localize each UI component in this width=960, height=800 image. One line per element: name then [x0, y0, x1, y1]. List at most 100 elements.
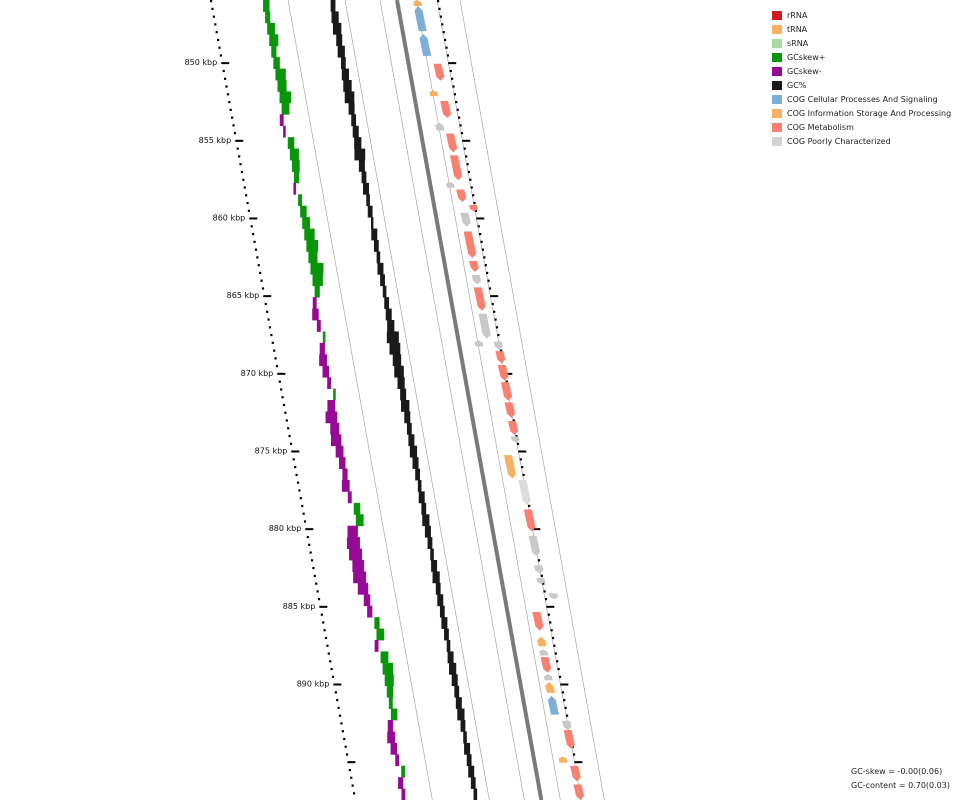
- inner-tick: [298, 489, 301, 492]
- inner-tick: [212, 15, 216, 18]
- inner-tick: [316, 590, 319, 593]
- gc-skew-bar: [335, 445, 344, 458]
- gc-skew-bar: [325, 411, 338, 424]
- gc-content-bar: [408, 434, 415, 447]
- gc-content-bar: [401, 400, 410, 412]
- gc-content-bar: [343, 80, 352, 92]
- inner-tick: [287, 427, 290, 430]
- gene-feature: [510, 436, 520, 443]
- legend-swatch-cog-metabolism: [772, 122, 782, 132]
- position-labels: 850 kbp 855 kbp 860 kbp 865 kbp 870 kbp 875 k…: [185, 58, 330, 688]
- inner-tick: [236, 147, 239, 150]
- gc-content-bar: [431, 560, 438, 572]
- outer-tick: [551, 636, 555, 640]
- gc-content-bar: [382, 285, 387, 298]
- gc-content-bar: [457, 708, 465, 721]
- outer-tick: [537, 559, 541, 562]
- gene-feature: [456, 189, 467, 202]
- inner-tick: [312, 566, 315, 570]
- outer-tick: [565, 714, 569, 717]
- gc-skew-bar: [346, 537, 360, 549]
- gene-feature: [518, 480, 531, 505]
- inner-tick: [239, 163, 242, 166]
- legend-swatch-gcskew-negative: [772, 66, 782, 76]
- gc-content-bar: [451, 674, 458, 687]
- gc-content-bar: [348, 102, 355, 115]
- gc-content-bar: [421, 502, 427, 515]
- gc-content-track: [330, 0, 478, 800]
- gc-skew-bar: [382, 662, 394, 675]
- legend-label-cog-information: COG Information Storage And Processing: [787, 108, 952, 118]
- outer-tick: [540, 574, 543, 577]
- legend-item-trna: tRNA: [772, 22, 951, 36]
- gc-skew-bar: [330, 422, 340, 435]
- legend-label-gcskew-negative: GCskew-: [787, 66, 822, 76]
- gene-feature: [445, 181, 455, 188]
- position-label: 870 kbp: [241, 369, 274, 378]
- gc-skew-bar: [319, 342, 325, 355]
- gene-feature: [471, 274, 482, 285]
- gc-content-bar: [463, 731, 467, 744]
- position-label: 875 kbp: [255, 446, 288, 455]
- gc-content-bar: [437, 594, 444, 607]
- outer-tick: [488, 287, 492, 290]
- gc-skew-bar: [331, 434, 342, 447]
- legend-item-cog-cellular: COG Cellular Processes And Signaling: [772, 92, 951, 106]
- gc-skew-bar: [347, 525, 358, 538]
- gc-content-bar: [366, 194, 370, 207]
- gc-content-bar: [415, 468, 420, 481]
- inner-tick: [315, 582, 318, 585]
- inner-tick: [247, 209, 251, 212]
- outer-tick: [558, 675, 562, 678]
- inner-tick: [245, 194, 248, 197]
- gene-feature: [543, 674, 553, 681]
- outer-tick: [448, 62, 457, 65]
- gc-skew-bar: [342, 468, 348, 481]
- gene-feature: [478, 313, 491, 339]
- inner-tick: [238, 155, 241, 158]
- inner-tick: [284, 411, 287, 414]
- gc-content-bar: [354, 137, 362, 149]
- gc-content-bar: [464, 742, 471, 755]
- inner-tick: [270, 333, 273, 337]
- inner-tick: [352, 792, 356, 795]
- gene-feature: [446, 133, 458, 153]
- inner-tick: [308, 543, 311, 546]
- outer-tick: [462, 139, 471, 142]
- inner-tick: [291, 450, 300, 453]
- inner-tick: [211, 7, 214, 10]
- legend-item-rrna: rRNA: [772, 8, 951, 22]
- outer-tick: [445, 46, 448, 49]
- inner-tick: [264, 302, 267, 306]
- inner-tick: [259, 271, 262, 275]
- gc-content-bar: [332, 22, 342, 35]
- outer-tick: [561, 691, 564, 694]
- gc-content-bar: [351, 114, 357, 127]
- outer-tick: [528, 504, 531, 508]
- gc-content-bar: [367, 205, 373, 218]
- gc-skew-bar: [363, 594, 371, 607]
- inner-tick: [257, 264, 260, 267]
- gc-skew-bar: [387, 720, 393, 732]
- inner-tick: [243, 186, 246, 189]
- gene-feature: [449, 155, 463, 181]
- gc-skew-bar: [279, 114, 284, 127]
- inner-tick: [261, 287, 265, 290]
- gc-skew-bar: [281, 102, 290, 115]
- outer-tick: [455, 100, 458, 104]
- inner-tick: [343, 737, 346, 741]
- inner-tick: [340, 722, 343, 725]
- legend: rRNA tRNA sRNA GCskew+ GCskew- GC% COG C…: [772, 8, 951, 148]
- guide-line: [459, 0, 605, 800]
- inner-tick: [214, 23, 217, 26]
- gene-feature: [463, 231, 477, 258]
- outer-tick: [449, 69, 452, 73]
- gene-feature: [549, 593, 559, 600]
- position-label: 855 kbp: [199, 136, 232, 145]
- gene-feature: [469, 260, 479, 272]
- outer-tick: [490, 295, 499, 298]
- inner-tick: [299, 497, 302, 500]
- inner-tick: [263, 295, 272, 298]
- gc-skew-bar: [312, 308, 319, 321]
- inner-tick: [345, 753, 349, 756]
